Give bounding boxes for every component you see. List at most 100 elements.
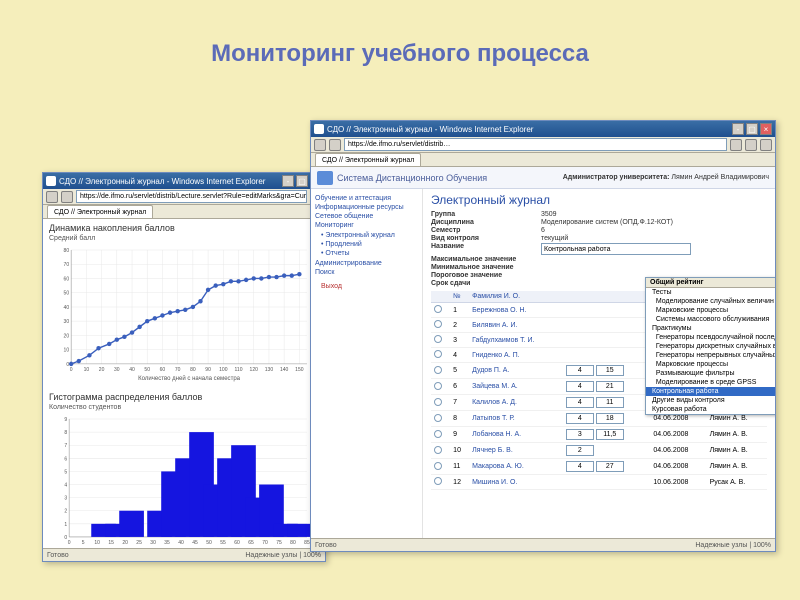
column-header[interactable]: №: [450, 291, 469, 303]
row-radio[interactable]: [434, 305, 442, 313]
svg-text:50: 50: [144, 367, 150, 373]
grade-input[interactable]: [566, 429, 594, 440]
status-text: Готово: [47, 552, 69, 559]
dropdown-option[interactable]: Марковские процессы: [646, 360, 775, 369]
field-value: текущий: [541, 235, 767, 242]
svg-text:20: 20: [64, 333, 70, 339]
nav-item[interactable]: • Отчеты: [315, 249, 418, 258]
grade-input[interactable]: [596, 461, 624, 472]
home-button[interactable]: [745, 139, 757, 151]
field-input[interactable]: [541, 243, 691, 255]
column-header[interactable]: [431, 291, 450, 303]
student-name[interactable]: Лячнер Б. В.: [469, 443, 563, 459]
student-name[interactable]: Зайцева М. А.: [469, 379, 563, 395]
print-button[interactable]: [760, 139, 772, 151]
svg-text:30: 30: [114, 367, 120, 373]
minimize-button[interactable]: -: [732, 123, 744, 135]
status-zone: Надежные узлы | 100%: [695, 542, 771, 549]
row-radio[interactable]: [434, 320, 442, 328]
row-radio[interactable]: [434, 446, 442, 454]
dropdown-option[interactable]: Марковские процессы: [646, 306, 775, 315]
grade-input[interactable]: [566, 461, 594, 472]
grade-input[interactable]: [596, 381, 624, 392]
grade-input[interactable]: [596, 413, 624, 424]
dropdown-option[interactable]: Практикумы: [646, 324, 775, 333]
back-button[interactable]: [46, 191, 58, 203]
dropdown-option[interactable]: Размывающие фильтры: [646, 369, 775, 378]
nav-group[interactable]: Сетевое общение: [315, 213, 418, 220]
admin-role: Администратор университета:: [563, 174, 670, 181]
svg-text:130: 130: [265, 367, 274, 373]
row-radio[interactable]: [434, 398, 442, 406]
row-radio[interactable]: [434, 462, 442, 470]
browser-tab[interactable]: СДО // Электронный журнал: [315, 153, 421, 166]
dropdown-option[interactable]: Моделирование в среде GPSS: [646, 378, 775, 387]
row-radio[interactable]: [434, 430, 442, 438]
histogram-chart: 0123456789051015202530354045505560657075…: [49, 413, 311, 548]
grade-input[interactable]: [596, 365, 624, 376]
student-name[interactable]: Билявин А. И.: [469, 318, 563, 333]
refresh-button[interactable]: [730, 139, 742, 151]
nav-group[interactable]: Поиск: [315, 269, 418, 276]
student-name[interactable]: Макарова А. Ю.: [469, 459, 563, 475]
student-name[interactable]: Бережнова О. Н.: [469, 303, 563, 318]
browser-tab[interactable]: СДО // Электронный журнал: [47, 205, 153, 218]
dropdown-option[interactable]: Генераторы непрерывных случайных величин: [646, 351, 775, 360]
student-name[interactable]: Латыпов Т. Р.: [469, 411, 563, 427]
svg-text:20: 20: [122, 540, 128, 546]
minimize-button[interactable]: -: [282, 175, 294, 187]
nav-item[interactable]: • Электронный журнал: [315, 231, 418, 240]
grade-input[interactable]: [566, 413, 594, 424]
column-header[interactable]: Фамилия И. О.: [469, 291, 563, 303]
student-name[interactable]: Калилов А. Д.: [469, 395, 563, 411]
nav-group[interactable]: Обучение и аттестация: [315, 195, 418, 202]
grade-input[interactable]: [596, 429, 624, 440]
maximize-button[interactable]: ▢: [746, 123, 758, 135]
topic-dropdown[interactable]: Общий рейтингТесты Моделирование случайн…: [645, 277, 775, 415]
nav-item[interactable]: • Продлений: [315, 240, 418, 249]
row-number: 8: [450, 411, 469, 427]
nav-group[interactable]: Администрирование: [315, 260, 418, 267]
row-radio[interactable]: [434, 414, 442, 422]
row-radio[interactable]: [434, 366, 442, 374]
nav-group[interactable]: Информационные ресурсы: [315, 204, 418, 211]
dropdown-option[interactable]: Системы массового обслуживания: [646, 315, 775, 324]
svg-text:8: 8: [64, 430, 67, 436]
forward-button[interactable]: [61, 191, 73, 203]
field-label: Срок сдачи: [431, 280, 541, 287]
dropdown-option[interactable]: Генераторы дискретных случайных величин: [646, 342, 775, 351]
address-bar[interactable]: https://de.ifmo.ru/servlet/distrib…: [344, 138, 727, 151]
svg-text:70: 70: [64, 262, 70, 268]
column-header[interactable]: [563, 291, 651, 303]
maximize-button[interactable]: ▢: [296, 175, 308, 187]
dropdown-option[interactable]: Моделирование случайных величин: [646, 297, 775, 306]
field-label: Минимальное значение: [431, 264, 541, 271]
row-radio[interactable]: [434, 335, 442, 343]
student-name[interactable]: Гниденко А. П.: [469, 348, 563, 363]
row-radio[interactable]: [434, 382, 442, 390]
nav-logout[interactable]: Выход: [315, 282, 418, 291]
svg-text:4: 4: [64, 483, 67, 489]
grade-input[interactable]: [566, 381, 594, 392]
student-name[interactable]: Габдулхаимов Т. И.: [469, 333, 563, 348]
close-button[interactable]: ×: [760, 123, 772, 135]
grade-input[interactable]: [566, 365, 594, 376]
nav-group[interactable]: Мониторинг: [315, 222, 418, 229]
student-name[interactable]: Мишина И. О.: [469, 475, 563, 490]
grade-input[interactable]: [566, 397, 594, 408]
student-name[interactable]: Дудов П. А.: [469, 363, 563, 379]
svg-text:120: 120: [250, 367, 259, 373]
dropdown-option[interactable]: Генераторы псевдослучайной последователь…: [646, 333, 775, 342]
dropdown-option[interactable]: Контрольная работа: [646, 387, 775, 396]
forward-button[interactable]: [329, 139, 341, 151]
dropdown-option[interactable]: Другие виды контроля: [646, 396, 775, 405]
row-radio[interactable]: [434, 350, 442, 358]
student-name[interactable]: Лобанова Н. А.: [469, 427, 563, 443]
dropdown-option[interactable]: Тесты: [646, 288, 775, 297]
address-bar[interactable]: https://de.ifmo.ru/servlet/distrib/Lectu…: [76, 190, 307, 203]
grade-input[interactable]: [596, 397, 624, 408]
dropdown-option[interactable]: Курсовая работа: [646, 405, 775, 414]
grade-input[interactable]: [566, 445, 594, 456]
back-button[interactable]: [314, 139, 326, 151]
row-radio[interactable]: [434, 477, 442, 485]
